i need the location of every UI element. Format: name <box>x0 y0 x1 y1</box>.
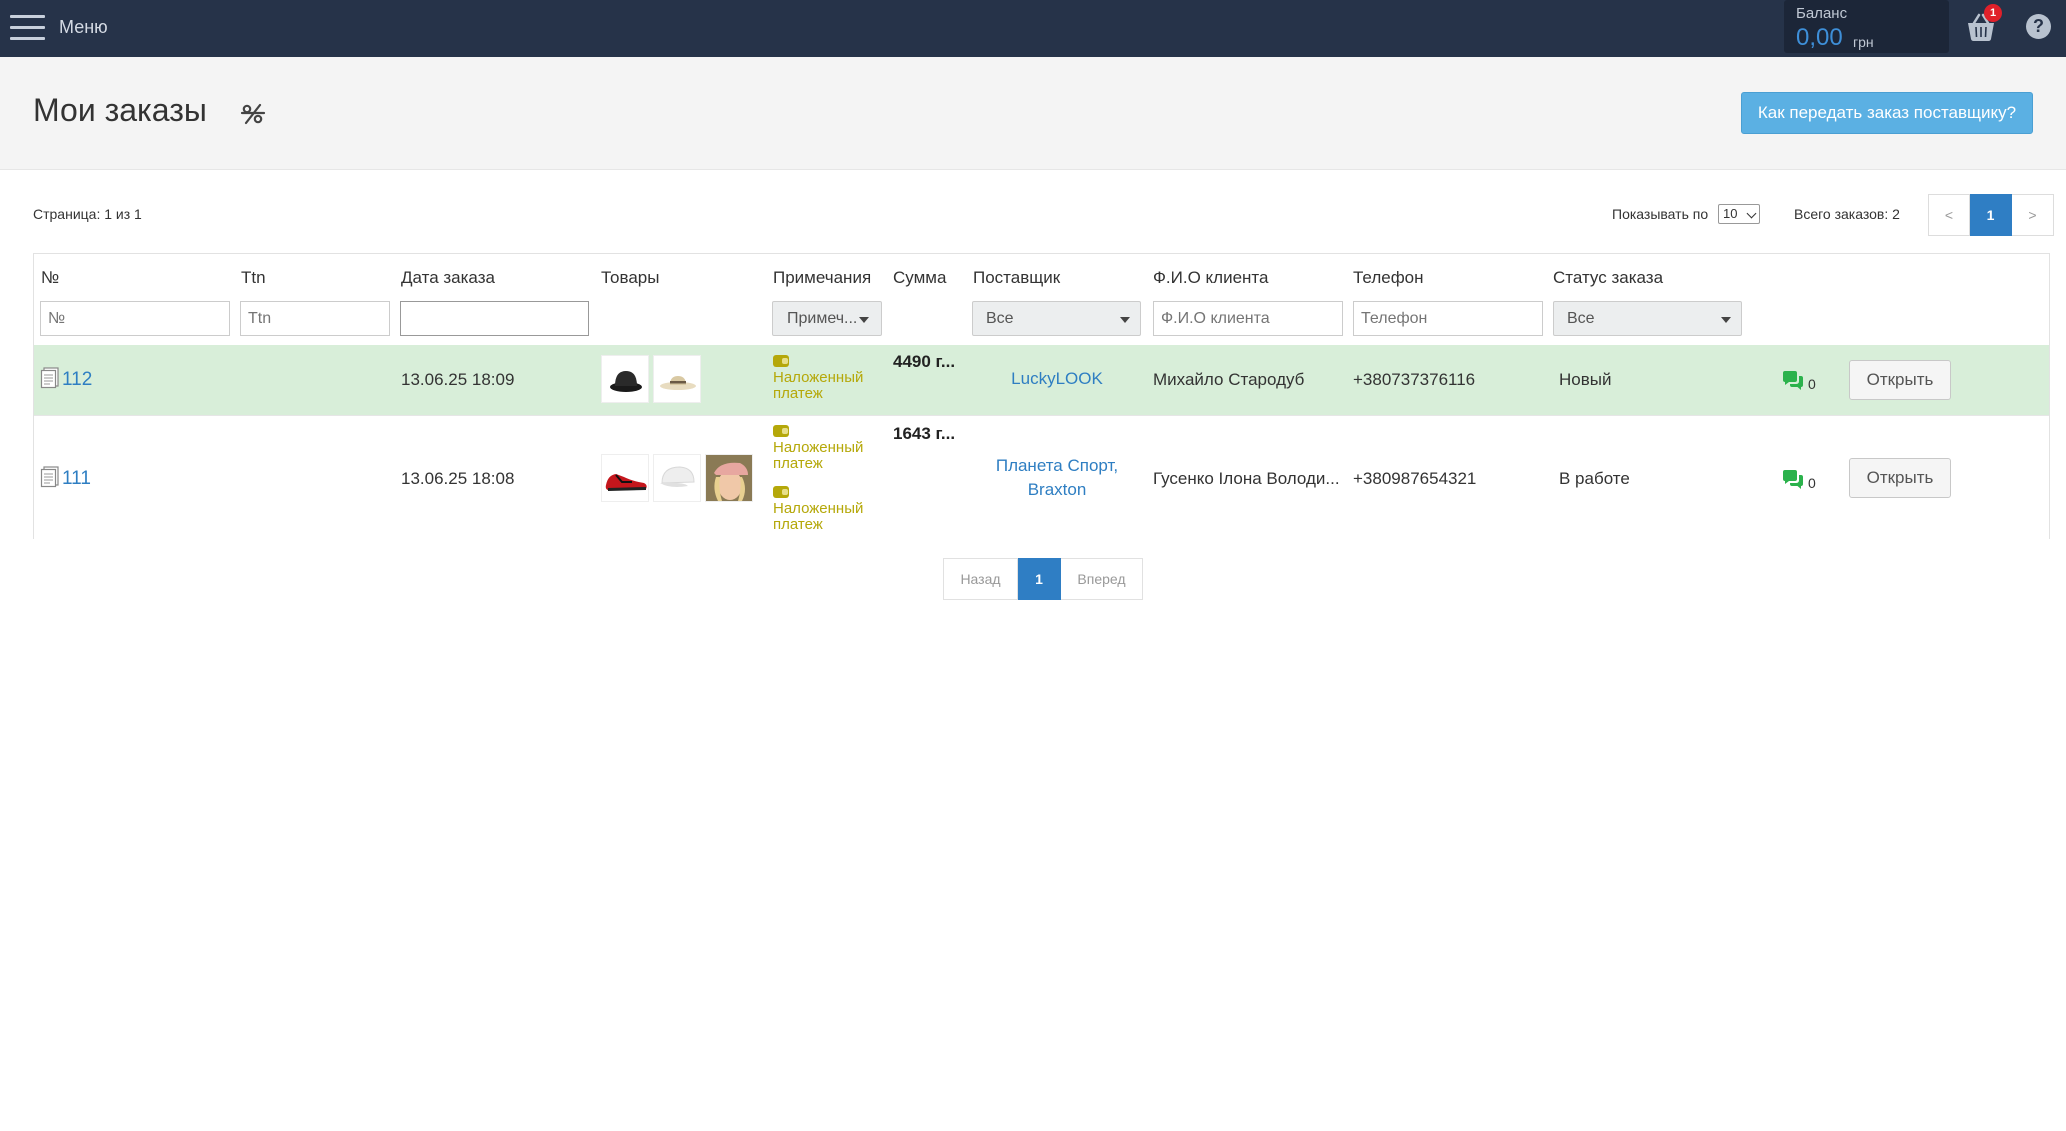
phone-filter-input[interactable] <box>1353 301 1543 336</box>
note-text: Наложенный платеж <box>773 500 864 533</box>
order-status: В работе <box>1559 469 1630 488</box>
table-row[interactable]: 112 13.06.25 18:09 Наложенный платеж 449… <box>34 345 2049 415</box>
top-bar: Меню Баланс 0,00 грн 1 ? <box>0 0 2066 57</box>
order-number-link[interactable]: 112 <box>62 369 93 390</box>
product-thumbnail-shoe[interactable] <box>601 454 649 502</box>
menu-button[interactable]: Меню <box>0 0 120 57</box>
page-1-button[interactable]: 1 <box>1970 194 2012 236</box>
supplier-filter-select[interactable]: Все <box>972 301 1141 336</box>
note-text: Наложенный платеж <box>773 369 864 402</box>
order-sum: 4490 г... <box>893 352 956 371</box>
show-by-label: Показывать по <box>1612 206 1709 222</box>
open-order-button[interactable]: Открыть <box>1849 360 1951 400</box>
comments-count: 0 <box>1808 376 1816 392</box>
notes-filter-select[interactable]: Примеч... <box>772 301 882 336</box>
product-thumbnail-straw-hat[interactable] <box>653 355 701 403</box>
product-thumbnail-model-cap[interactable] <box>705 454 753 502</box>
balance-title: Баланс <box>1796 5 1848 22</box>
chevron-down-icon <box>1746 208 1757 219</box>
client-name: Гусенко Ілона Володи... <box>1153 469 1340 488</box>
client-name: Михайло Стародуб <box>1153 370 1305 389</box>
product-thumbnail-hat[interactable] <box>601 355 649 403</box>
page-size-value: 10 <box>1723 206 1738 221</box>
column-header-supplier: Поставщик <box>973 268 1061 287</box>
supplier-name-2[interactable]: Braxton <box>1027 480 1087 499</box>
cart-count-badge: 1 <box>1984 4 2002 22</box>
client-filter-input[interactable] <box>1153 301 1343 336</box>
column-header-phone: Телефон <box>1353 268 1424 287</box>
page-size-select[interactable]: 10 <box>1718 204 1760 224</box>
orders-table: № Ttn Дата заказа Товары Примечания Сумм… <box>33 253 2050 539</box>
order-status: Новый <box>1559 370 1612 389</box>
bottom-pagination: Назад 1 Вперед <box>943 558 1143 600</box>
notes-filter-value: Примеч... <box>787 310 858 327</box>
balance-widget[interactable]: Баланс 0,00 грн <box>1784 0 1949 53</box>
client-phone: +380987654321 <box>1353 469 1477 488</box>
chevron-down-icon <box>859 317 869 323</box>
status-filter-select[interactable]: Все <box>1553 301 1742 336</box>
balance-currency: грн <box>1853 34 1874 50</box>
order-date: 13.06.25 18:08 <box>401 469 515 488</box>
total-orders: Всего заказов: 2 <box>1794 206 1900 222</box>
wallet-icon <box>773 355 789 367</box>
supplier-link[interactable]: Планета Спорт, Braxton <box>972 454 1142 502</box>
note-cod: Наложенный платеж <box>773 425 868 472</box>
order-number-link[interactable]: 111 <box>62 468 91 489</box>
number-filter-input[interactable] <box>40 301 230 336</box>
column-header-notes: Примечания <box>773 268 872 287</box>
column-header-ttn: Ttn <box>241 268 266 287</box>
page-title: Мои заказы <box>33 92 207 128</box>
document-icon <box>40 466 60 488</box>
page-info: Страница: 1 из 1 <box>33 206 142 222</box>
open-order-button[interactable]: Открыть <box>1849 458 1951 498</box>
wallet-icon <box>773 425 789 437</box>
order-date: 13.06.25 18:09 <box>401 370 515 389</box>
order-sum: 1643 г... <box>893 424 956 443</box>
column-header-goods: Товары <box>601 268 660 287</box>
top-pagination: < 1 > <box>1928 194 2054 236</box>
prev-page-button[interactable]: < <box>1928 194 1970 236</box>
chat-icon[interactable] <box>1782 371 1804 391</box>
client-phone: +380737376116 <box>1353 370 1476 389</box>
page-1-button[interactable]: 1 <box>1018 558 1061 600</box>
note-text: Наложенный платеж <box>773 439 864 472</box>
date-filter-input[interactable] <box>400 301 589 336</box>
chevron-down-icon <box>1120 317 1130 323</box>
hamburger-icon <box>10 15 45 41</box>
column-header-date: Дата заказа <box>401 268 495 287</box>
chat-icon[interactable] <box>1782 470 1804 490</box>
balance-value: 0,00 <box>1796 24 1843 51</box>
table-row[interactable]: 111 13.06.25 18:08 <box>34 415 2049 539</box>
document-icon <box>40 367 60 389</box>
column-header-status: Статус заказа <box>1553 268 1664 287</box>
page-header: Мои заказы Как передать заказ поставщику… <box>0 57 2066 170</box>
note-cod: Наложенный платеж <box>773 355 868 402</box>
percent-off-icon[interactable] <box>238 99 268 129</box>
column-header-number: № <box>41 268 60 287</box>
wallet-icon <box>773 486 789 498</box>
ttn-filter-input[interactable] <box>240 301 390 336</box>
next-page-button[interactable]: Вперед <box>1061 558 1143 600</box>
chevron-down-icon <box>1721 317 1731 323</box>
column-header-client: Ф.И.О клиента <box>1153 268 1269 287</box>
menu-label: Меню <box>59 17 108 37</box>
next-page-button[interactable]: > <box>2012 194 2054 236</box>
supplier-filter-value: Все <box>986 310 1014 327</box>
column-header-sum: Сумма <box>893 268 947 287</box>
product-thumbnail-cap[interactable] <box>653 454 701 502</box>
prev-page-button[interactable]: Назад <box>943 558 1018 600</box>
supplier-link[interactable]: LuckyLOOK <box>1011 369 1103 388</box>
how-to-send-order-button[interactable]: Как передать заказ поставщику? <box>1741 92 2033 134</box>
comments-count: 0 <box>1808 475 1816 491</box>
help-icon[interactable]: ? <box>2026 14 2051 39</box>
status-filter-value: Все <box>1567 310 1595 327</box>
supplier-name-1[interactable]: Планета Спорт, <box>995 456 1119 475</box>
note-cod: Наложенный платеж <box>773 486 868 533</box>
